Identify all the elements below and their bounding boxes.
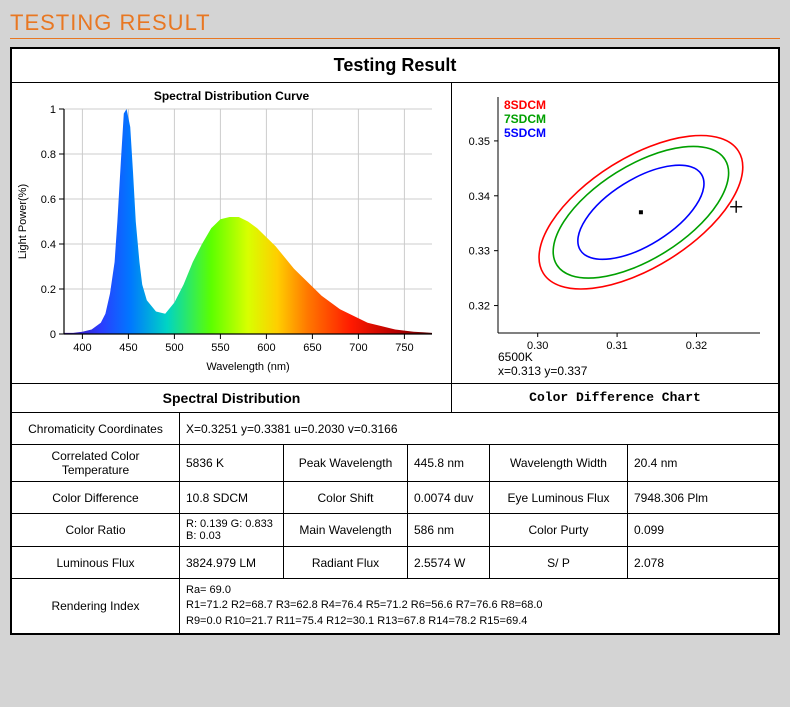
ri-line1: Ra= 69.0 bbox=[186, 583, 543, 598]
value-color-purity: 0.099 bbox=[628, 514, 778, 546]
svg-text:0.33: 0.33 bbox=[469, 246, 490, 258]
svg-text:500: 500 bbox=[165, 342, 183, 354]
ri-line2: R1=71.2 R2=68.7 R3=62.8 R4=76.4 R5=71.2 … bbox=[186, 598, 543, 613]
section-header-spectral: Spectral Distribution bbox=[12, 384, 452, 412]
value-rendering-index: Ra= 69.0 R1=71.2 R2=68.7 R3=62.8 R4=76.4… bbox=[180, 579, 778, 633]
value-peak-wl: 445.8 nm bbox=[408, 445, 490, 481]
value-sp: 2.078 bbox=[628, 547, 778, 578]
spectral-chart: 400 450 500 550 600 650 700 750 0 0.2 0.4 0.6 0.8 1 Wa… bbox=[12, 103, 450, 378]
row-color-diff: Color Difference 10.8 SDCM Color Shift 0… bbox=[12, 482, 778, 514]
label-chromaticity: Chromaticity Coordinates bbox=[12, 413, 180, 444]
label-color-diff: Color Difference bbox=[12, 482, 180, 513]
svg-text:Wavelength (nm): Wavelength (nm) bbox=[206, 361, 289, 373]
panel-title: Testing Result bbox=[12, 49, 778, 83]
color-chart-container: 0.320.330.340.350.300.310.328SDCM7SDCM5S… bbox=[452, 83, 778, 383]
value-color-diff: 10.8 SDCM bbox=[180, 482, 284, 513]
label-peak-wl: Peak Wavelength bbox=[284, 445, 408, 481]
row-rendering-index: Rendering Index Ra= 69.0 R1=71.2 R2=68.7… bbox=[12, 579, 778, 633]
value-lum-flux: 3824.979 LM bbox=[180, 547, 284, 578]
svg-text:0.2: 0.2 bbox=[41, 284, 56, 296]
svg-text:0.31: 0.31 bbox=[606, 340, 627, 352]
svg-text:8SDCM: 8SDCM bbox=[504, 98, 546, 112]
value-color-ratio: R: 0.139 G: 0.833 B: 0.03 bbox=[180, 514, 284, 546]
label-radiant-flux: Radiant Flux bbox=[284, 547, 408, 578]
svg-text:650: 650 bbox=[303, 342, 321, 354]
value-cct: 5836 K bbox=[180, 445, 284, 481]
label-lum-flux: Luminous Flux bbox=[12, 547, 180, 578]
svg-text:5SDCM: 5SDCM bbox=[504, 126, 546, 140]
svg-text:Light Power(%): Light Power(%) bbox=[17, 184, 29, 259]
svg-text:1: 1 bbox=[50, 104, 56, 116]
section-headers: Spectral Distribution Color Difference C… bbox=[12, 384, 778, 413]
svg-text:750: 750 bbox=[395, 342, 413, 354]
spectral-chart-title: Spectral Distribution Curve bbox=[12, 83, 451, 103]
label-color-shift: Color Shift bbox=[284, 482, 408, 513]
label-main-wl: Main Wavelength bbox=[284, 514, 408, 546]
ri-line3: R9=0.0 R10=21.7 R11=75.4 R12=30.1 R13=67… bbox=[186, 614, 543, 629]
value-wl-width: 20.4 nm bbox=[628, 445, 778, 481]
value-eye-flux: 7948.306 Plm bbox=[628, 482, 778, 513]
svg-text:6500K: 6500K bbox=[498, 350, 533, 364]
heading-underline bbox=[10, 38, 780, 39]
charts-row: Spectral Distribution Curve 400 450 500 550… bbox=[12, 83, 778, 384]
spectral-chart-container: Spectral Distribution Curve 400 450 500 550… bbox=[12, 83, 452, 383]
svg-text:450: 450 bbox=[119, 342, 137, 354]
color-difference-chart: 0.320.330.340.350.300.310.328SDCM7SDCM5S… bbox=[452, 83, 772, 381]
label-rendering-index: Rendering Index bbox=[12, 579, 180, 633]
svg-text:0.6: 0.6 bbox=[41, 194, 56, 206]
row-lum-flux: Luminous Flux 3824.979 LM Radiant Flux 2… bbox=[12, 547, 778, 579]
value-chromaticity: X=0.3251 y=0.3381 u=0.2030 v=0.3166 bbox=[180, 413, 778, 444]
svg-text:0.35: 0.35 bbox=[469, 136, 490, 148]
svg-text:x=0.313 y=0.337: x=0.313 y=0.337 bbox=[498, 364, 588, 378]
row-cct: Correlated Color Temperature 5836 K Peak… bbox=[12, 445, 778, 482]
page-heading: TESTING RESULT bbox=[10, 10, 780, 36]
svg-text:0.8: 0.8 bbox=[41, 149, 56, 161]
label-color-ratio: Color Ratio bbox=[12, 514, 180, 546]
svg-text:0.32: 0.32 bbox=[469, 301, 490, 313]
label-cct: Correlated Color Temperature bbox=[12, 445, 180, 481]
section-header-color: Color Difference Chart bbox=[452, 384, 778, 412]
label-sp: S/ P bbox=[490, 547, 628, 578]
svg-text:700: 700 bbox=[349, 342, 367, 354]
svg-text:7SDCM: 7SDCM bbox=[504, 112, 546, 126]
svg-text:600: 600 bbox=[257, 342, 275, 354]
svg-text:0: 0 bbox=[50, 329, 56, 341]
svg-text:400: 400 bbox=[73, 342, 91, 354]
svg-text:0.34: 0.34 bbox=[469, 191, 490, 203]
value-radiant-flux: 2.5574 W bbox=[408, 547, 490, 578]
row-color-ratio: Color Ratio R: 0.139 G: 0.833 B: 0.03 Ma… bbox=[12, 514, 778, 547]
value-color-shift: 0.0074 duv bbox=[408, 482, 490, 513]
svg-text:0.32: 0.32 bbox=[686, 340, 707, 352]
svg-text:0.4: 0.4 bbox=[41, 239, 56, 251]
label-color-purity: Color Purty bbox=[490, 514, 628, 546]
row-chromaticity: Chromaticity Coordinates X=0.3251 y=0.33… bbox=[12, 413, 778, 445]
result-panel: Testing Result Spectral Distribution Cur… bbox=[10, 47, 780, 635]
label-wl-width: Wavelength Width bbox=[490, 445, 628, 481]
value-main-wl: 586 nm bbox=[408, 514, 490, 546]
svg-text:550: 550 bbox=[211, 342, 229, 354]
label-eye-flux: Eye Luminous Flux bbox=[490, 482, 628, 513]
